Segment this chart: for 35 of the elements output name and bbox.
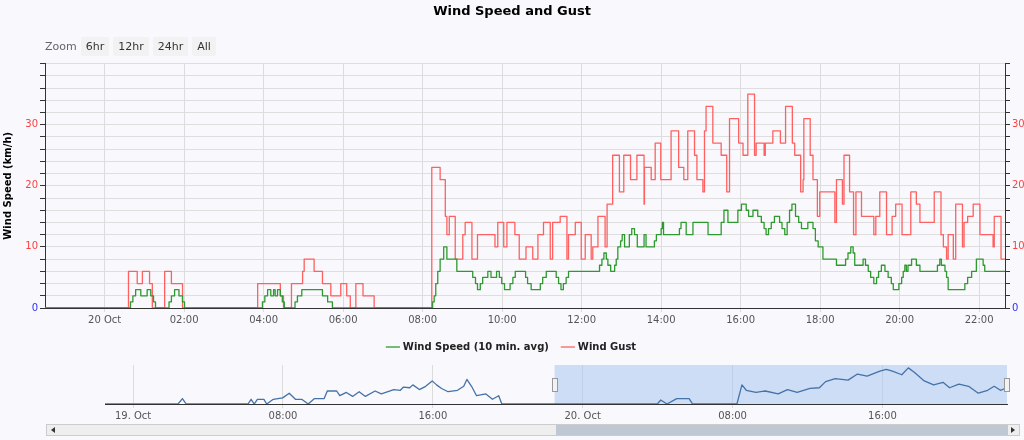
- text: 6hr: [80, 37, 110, 56]
- x-tick-label: 22:00: [964, 313, 994, 325]
- y2-tick-label: 20: [1012, 179, 1024, 191]
- x-tick-label: 20. Oct: [564, 409, 601, 421]
- x-tick-label: 08:00: [718, 409, 747, 421]
- y-tick-label: 20: [25, 179, 38, 191]
- y-tick-label: 30: [25, 118, 38, 130]
- text: 12hr: [113, 37, 149, 56]
- chart-title: Wind Speed and Gust: [433, 3, 591, 19]
- x-tick-label: 08:00: [268, 409, 298, 421]
- x-tick-label: 10:00: [487, 313, 517, 325]
- x-tick-label: 20 Oct: [88, 313, 122, 325]
- y-tick-label: 0: [31, 301, 38, 313]
- x-tick-label: 04:00: [249, 313, 279, 325]
- x-tick-label: 06:00: [328, 313, 358, 325]
- legend-label: Wind Speed (10 min. avg): [402, 340, 549, 352]
- text: 24hr: [152, 37, 189, 56]
- x-tick-label: 14:00: [646, 313, 676, 325]
- x-tick-label: 18:00: [805, 313, 835, 325]
- x-tick-label: 20:00: [885, 313, 915, 325]
- x-tick-label: 08:00: [408, 313, 438, 325]
- x-tick-label: 16:00: [868, 409, 897, 421]
- x-tick-label: 19. Oct: [114, 409, 152, 421]
- y-tick-label: 10: [25, 240, 38, 252]
- x-tick-label: 16:00: [726, 313, 756, 325]
- x-tick-label: 02:00: [169, 313, 199, 325]
- y2-tick-label: 30: [1012, 118, 1024, 130]
- x-tick-label: 16:00: [418, 409, 448, 421]
- y-axis-title: Wind Speed (km/h): [1, 131, 13, 240]
- x-tick-label: 12:00: [567, 313, 597, 325]
- y2-tick-label: 10: [1012, 240, 1024, 252]
- text: All: [192, 37, 216, 56]
- text: Zoom: [45, 40, 77, 53]
- legend-label: Wind Gust: [577, 340, 637, 352]
- y2-tick-label: 0: [1012, 301, 1019, 313]
